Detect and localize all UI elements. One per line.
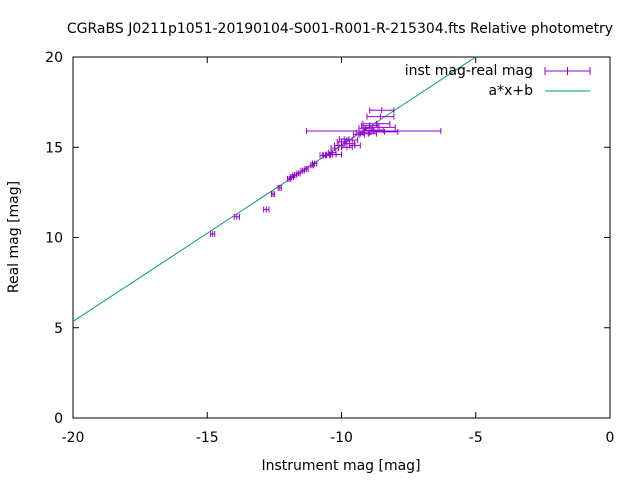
x-tick-label: -15 (196, 430, 219, 446)
y-tick-label: 5 (54, 321, 63, 337)
data-point (349, 142, 361, 149)
x-tick-label: 0 (606, 430, 615, 446)
data-point (292, 172, 297, 179)
data-point (209, 230, 216, 237)
data-point (369, 107, 395, 114)
legend: inst mag-real mag a*x+b (405, 63, 591, 99)
legend-label-fit: a*x+b (489, 83, 534, 99)
data-point (323, 152, 331, 159)
y-tick-label: 20 (45, 50, 63, 66)
data-point (233, 213, 240, 220)
data-point (362, 124, 396, 131)
x-tick-label: -5 (469, 430, 483, 446)
x-tick-label: -10 (330, 430, 353, 446)
fit-line-layer (73, 57, 477, 322)
x-tick-label: -20 (62, 430, 85, 446)
y-tick-label: 10 (45, 231, 63, 247)
data-point (346, 137, 359, 144)
data-point (312, 160, 318, 167)
y-axis: 0 5 10 15 20 (45, 50, 610, 427)
plot-frame (72, 56, 611, 419)
legend-label-points: inst mag-real mag (405, 63, 533, 79)
data-point (306, 128, 442, 135)
data-point (370, 128, 399, 135)
data-point (338, 136, 350, 143)
data-point (296, 170, 301, 177)
points-layer (209, 107, 442, 237)
y-tick-label: 15 (45, 140, 63, 156)
legend-marker-points (544, 67, 591, 75)
data-point (366, 113, 395, 120)
y-tick-label: 0 (54, 411, 63, 427)
fit-line (73, 57, 477, 322)
chart-title: CGRaBS J0211p1051-20190104-S001-R001-R-2… (67, 21, 613, 37)
y-axis-label: Real mag [mag] (6, 181, 22, 293)
data-point (277, 184, 282, 191)
data-point (263, 206, 270, 213)
data-point (304, 165, 309, 172)
data-point (270, 191, 276, 198)
x-axis-label: Instrument mag [mag] (261, 458, 420, 474)
data-point (330, 151, 342, 158)
x-axis: -20 -15 -10 -5 0 (62, 57, 615, 446)
data-point (300, 167, 305, 174)
